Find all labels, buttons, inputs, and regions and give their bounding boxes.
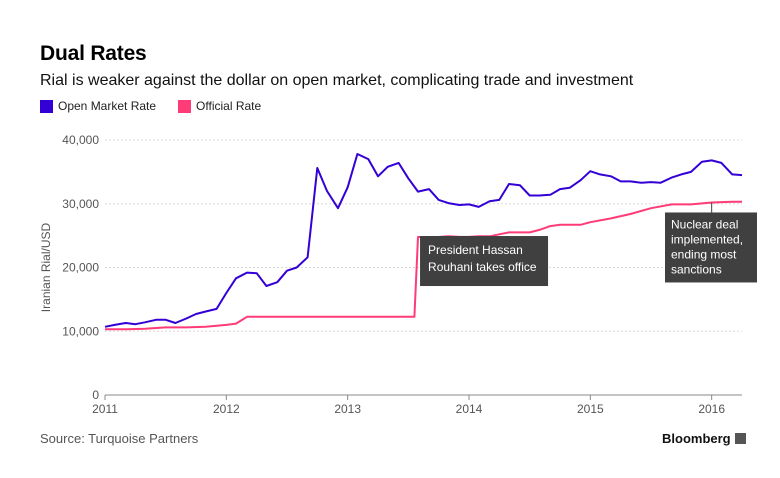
x-tick-label: 2015 xyxy=(577,402,604,416)
y-tick-label: 10,000 xyxy=(62,324,99,338)
annotation-text-nuclear: implemented, xyxy=(671,232,743,246)
legend-swatch-open-market xyxy=(40,99,53,113)
legend-item-open-market: Open Market Rate xyxy=(40,99,156,113)
legend-item-official: Official Rate xyxy=(178,99,261,113)
y-axis-title: Iranian Rial/USD xyxy=(39,222,53,312)
y-tick-label: 0 xyxy=(92,388,99,402)
chart-subtitle: Rial is weaker against the dollar on ope… xyxy=(40,72,634,89)
brand-name: Bloomberg xyxy=(662,431,731,446)
y-tick-label: 20,000 xyxy=(62,261,99,275)
x-tick-label: 2011 xyxy=(92,402,118,416)
annotation-text-rouhani: President Hassan xyxy=(428,243,523,257)
x-tick-label: 2013 xyxy=(334,402,361,416)
x-tick-label: 2012 xyxy=(213,402,240,416)
legend-label-open-market: Open Market Rate xyxy=(58,99,157,113)
annotation-text-rouhani: Rouhani takes office xyxy=(428,260,537,274)
annotation-text-nuclear: Nuclear deal xyxy=(671,217,738,231)
annotation-box-rouhani xyxy=(420,236,549,287)
y-tick-label: 40,000 xyxy=(62,133,99,147)
annotation-box-nuclear xyxy=(665,212,757,283)
legend-label-official: Official Rate xyxy=(196,99,262,113)
x-tick-label: 2014 xyxy=(456,402,483,416)
legend-swatch-official xyxy=(178,99,192,113)
annotation-text-nuclear: ending most xyxy=(671,247,737,261)
chart-title: Dual Rates xyxy=(40,42,147,65)
bloomberg-logo: Bloomberg xyxy=(662,431,746,446)
source-note: Source: Turquoise Partners xyxy=(40,431,199,446)
y-tick-label: 30,000 xyxy=(62,197,99,211)
chart-legend: Open Market Rate Official Rate xyxy=(40,99,283,113)
bloomberg-chart-icon xyxy=(734,433,746,444)
series-line-open-market xyxy=(104,153,743,328)
x-tick-label: 2016 xyxy=(698,402,725,416)
annotation-text-nuclear: sanctions xyxy=(671,262,722,276)
